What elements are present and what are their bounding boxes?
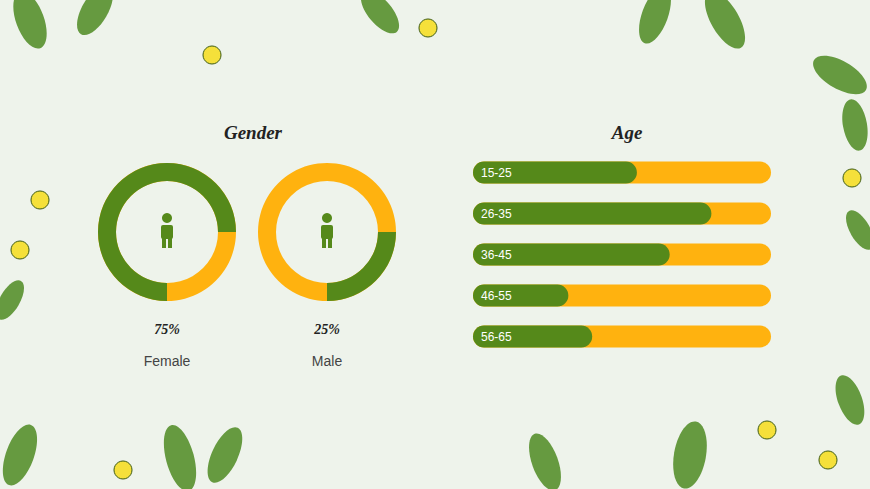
svg-text:25%: 25%	[313, 322, 340, 337]
svg-text:26-35: 26-35	[481, 207, 512, 221]
svg-text:36-45: 36-45	[481, 248, 512, 262]
svg-text:Age: Age	[611, 122, 643, 143]
svg-text:46-55: 46-55	[481, 289, 512, 303]
svg-text:56-65: 56-65	[481, 330, 512, 344]
svg-text:Male: Male	[312, 353, 343, 369]
svg-text:75%: 75%	[154, 322, 180, 337]
svg-text:Female: Female	[144, 353, 191, 369]
svg-text:15-25: 15-25	[481, 166, 512, 180]
svg-text:Gender: Gender	[224, 122, 283, 143]
